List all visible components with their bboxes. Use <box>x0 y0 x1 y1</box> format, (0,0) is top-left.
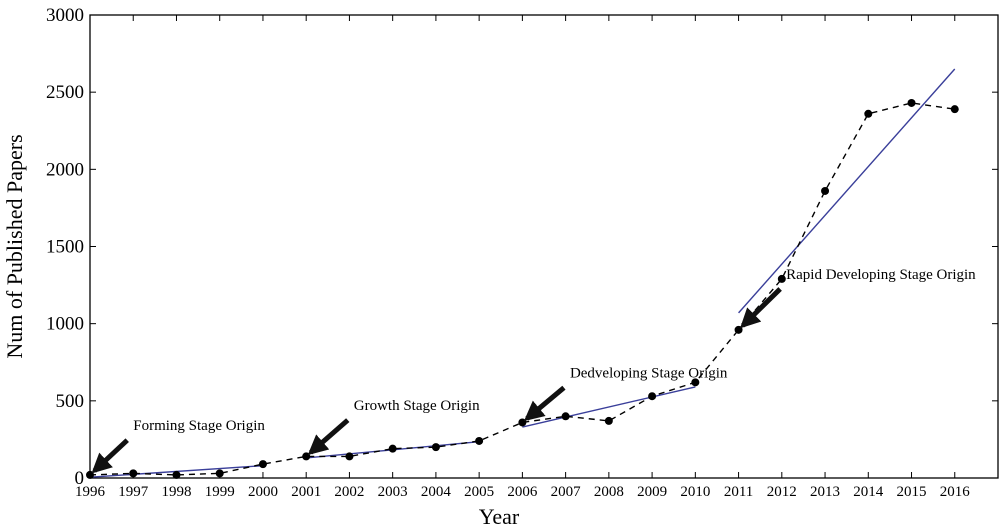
x-tick-label: 2001 <box>291 484 321 500</box>
x-tick-label: 1999 <box>205 484 235 500</box>
data-point <box>821 186 830 195</box>
series-line <box>89 102 955 476</box>
x-tick-label: 2000 <box>248 484 278 500</box>
x-tick-label: 2016 <box>940 484 971 500</box>
annotations: Forming Stage Origin Growth Stage Origin D… <box>91 267 976 474</box>
annotation-arrow <box>523 385 566 422</box>
data-point <box>86 470 94 479</box>
data-series <box>86 98 959 479</box>
data-point <box>388 444 397 453</box>
annotation-arrow <box>91 438 129 474</box>
x-tick-label: 2003 <box>378 484 408 500</box>
x-tick-label: 2012 <box>767 484 797 500</box>
annotation-label: Rapid Developing Stage Origin <box>786 267 976 283</box>
x-tick-label: 2008 <box>594 484 624 500</box>
axes: 1996 1997 1998 1999 2000 2001 2002 2003 2004 2005… <box>46 5 999 500</box>
annotation-arrow <box>739 287 782 329</box>
data-point <box>129 469 138 478</box>
data-point <box>258 460 267 469</box>
y-tick-label: 1500 <box>46 237 84 258</box>
y-tick-label: 2500 <box>46 82 84 103</box>
x-axis-title: Year <box>479 504 520 528</box>
data-point <box>777 274 786 283</box>
data-point <box>734 325 743 334</box>
x-tick-label: 2015 <box>897 484 927 500</box>
x-tick-label: 2009 <box>637 484 667 500</box>
x-tick-label: 2004 <box>421 484 452 500</box>
data-point <box>950 105 959 114</box>
x-tick-label: 2006 <box>507 484 538 500</box>
annotation-arrow <box>307 418 350 456</box>
x-tick-label: 1998 <box>161 484 191 500</box>
data-point <box>475 436 484 445</box>
data-point <box>691 378 700 387</box>
y-tick-label: 0 <box>75 468 85 489</box>
data-point <box>345 452 354 461</box>
data-point <box>215 469 224 478</box>
y-tick-label: 1000 <box>46 314 84 335</box>
data-point <box>561 412 570 421</box>
y-tick-label: 3000 <box>46 5 84 26</box>
data-point <box>648 392 657 401</box>
x-tick-label: 1996 <box>75 484 106 500</box>
x-tick-label: 2011 <box>724 484 753 500</box>
plot-frame <box>89 14 999 479</box>
annotation-label: Growth Stage Origin <box>354 398 480 414</box>
x-tick-label: 2014 <box>853 484 884 500</box>
x-tick-label: 1997 <box>118 484 149 500</box>
y-tick-label: 500 <box>56 391 85 412</box>
data-point <box>302 452 311 461</box>
x-tick-label: 2005 <box>464 484 494 500</box>
data-point <box>431 443 440 452</box>
x-tick-label: 2013 <box>810 484 840 500</box>
trend-line <box>738 68 956 314</box>
trend-line <box>522 386 696 428</box>
data-point <box>604 416 613 425</box>
annotation-label: Forming Stage Origin <box>133 418 265 434</box>
data-point <box>907 98 916 107</box>
y-tick-label: 2000 <box>46 159 84 180</box>
data-point <box>518 418 527 427</box>
data-point <box>864 109 873 118</box>
x-tick-label: 2010 <box>680 484 710 500</box>
x-tick-label: 2007 <box>551 484 582 500</box>
y-axis-title: Num of Published Papers <box>2 134 27 358</box>
data-point <box>172 470 181 479</box>
x-tick-label: 2002 <box>334 484 364 500</box>
annotation-label: Dedveloping Stage Origin <box>570 366 728 382</box>
